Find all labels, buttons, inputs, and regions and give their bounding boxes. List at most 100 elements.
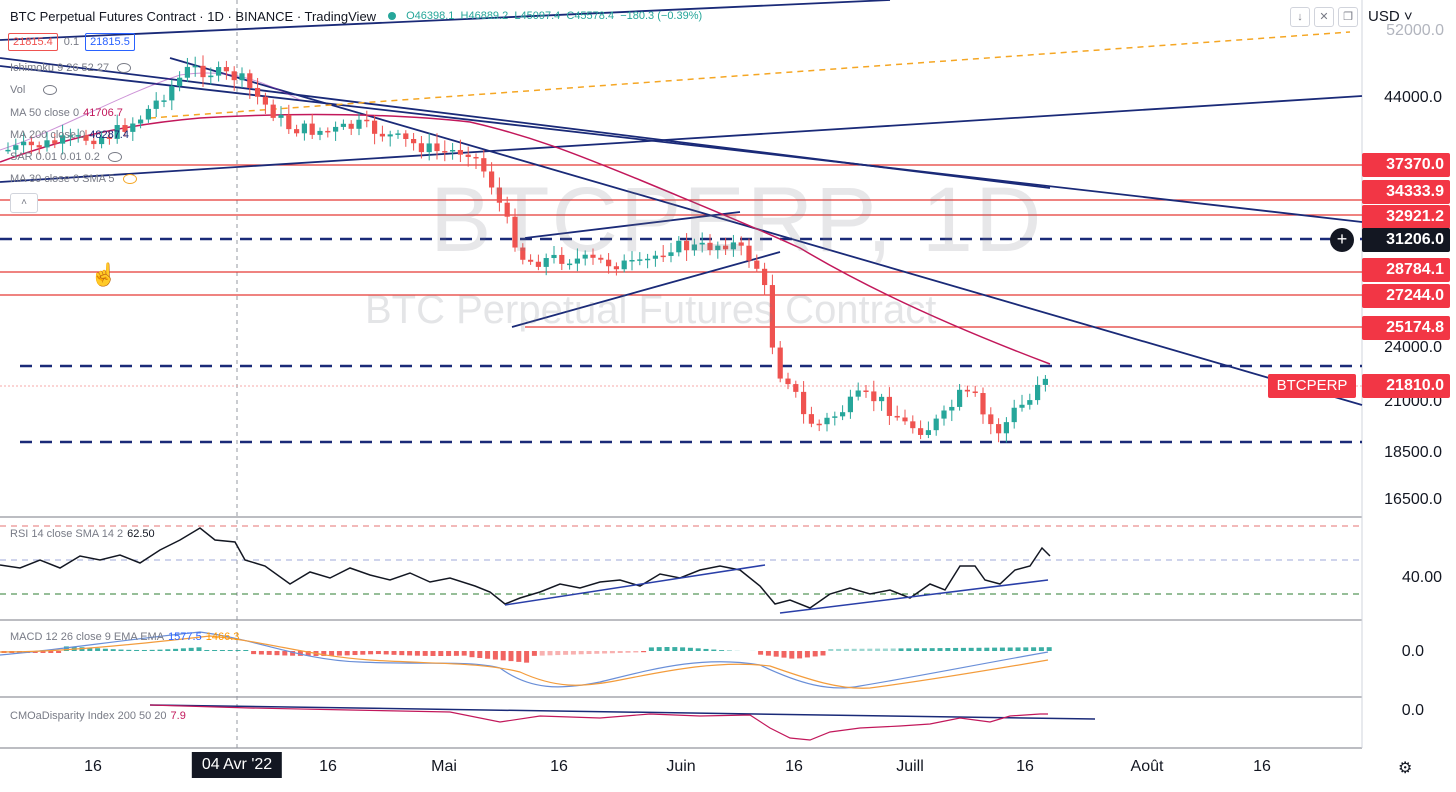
macd-histogram-bar — [953, 647, 959, 651]
indicator-sar[interactable]: SAR 0.01 0.01 0.2 — [10, 151, 122, 163]
macd-histogram-bar — [1015, 647, 1021, 651]
eye-hidden-icon[interactable] — [117, 63, 132, 73]
indicator-volume[interactable]: Vol — [10, 84, 58, 96]
price-tag: 34333.9 — [1362, 180, 1450, 204]
close-icon[interactable]: ✕ — [1314, 7, 1334, 27]
macd-histogram-bar — [469, 651, 475, 658]
time-axis-label: 16 — [785, 758, 803, 775]
candle-body — [832, 416, 838, 418]
candle-body — [996, 424, 1002, 434]
indicator-ma30-label: MA 30 close 0 SMA 5 — [10, 173, 115, 185]
macd-histogram-bar — [1046, 647, 1052, 651]
rsi-axis-label: 40.00 — [1401, 569, 1442, 586]
rsi-trend-1 — [504, 564, 766, 606]
indicator-ichimoku[interactable]: Ichimoku 9 26 52 27 — [10, 62, 132, 74]
rsi-label: RSI 14 close SMA 14 2 — [10, 528, 124, 540]
trendline-falling-2 — [0, 65, 1363, 223]
candle-body — [184, 66, 190, 78]
candle-body — [83, 135, 89, 141]
indicator-ma50[interactable]: MA 50 close 0 41706.7 — [10, 107, 123, 119]
eye-hidden-icon[interactable] — [122, 174, 137, 184]
macd-histogram-bar — [882, 648, 888, 651]
macd-histogram-bar — [984, 647, 990, 651]
spread-value: 0.1 — [63, 36, 80, 48]
macd-histogram-bar — [344, 651, 350, 656]
candle-body — [239, 73, 245, 81]
candle-body — [801, 391, 807, 415]
sell-price-button[interactable]: 21815.4 — [8, 33, 58, 51]
candle-body — [606, 259, 612, 267]
macd-histogram-bar — [1007, 647, 1013, 651]
symbol-title[interactable]: BTC Perpetual Futures Contract · 1D · BI… — [10, 8, 377, 24]
macd-histogram-bar — [149, 649, 155, 651]
macd-histogram-bar — [711, 649, 717, 651]
candle-body — [255, 87, 261, 97]
macd-histogram-bar — [531, 651, 537, 656]
candle-body — [512, 216, 518, 248]
candle-body — [879, 396, 885, 402]
eye-hidden-icon[interactable] — [43, 85, 58, 95]
indicator-ma200[interactable]: MA 200 close 0 48287.4 — [10, 129, 129, 141]
candle-body — [886, 396, 892, 416]
macd-histogram-bar — [438, 651, 444, 656]
macd-histogram-bar — [508, 651, 514, 662]
maximize-icon[interactable]: ❐ — [1338, 7, 1358, 27]
macd-histogram-bar — [165, 649, 171, 651]
settings-gear-icon[interactable]: ⚙ — [1398, 760, 1413, 777]
candle-body — [13, 145, 19, 150]
arrow-down-icon[interactable]: ↓ — [1290, 7, 1310, 27]
candle-body — [5, 149, 11, 152]
macd-histogram-bar — [188, 647, 194, 651]
candle-body — [793, 384, 799, 392]
time-axis-label: 16 — [1016, 758, 1034, 775]
macd-line — [0, 631, 1049, 689]
candle-body — [957, 389, 963, 407]
add-plus-icon[interactable]: + — [1330, 228, 1354, 252]
buy-price-button[interactable]: 21815.5 — [85, 33, 135, 51]
macd-histogram-bar — [492, 651, 498, 660]
macd-legend[interactable]: MACD 12 26 close 9 EMA EMA 1577.5 1466.3 — [10, 631, 239, 643]
cmo-legend[interactable]: CMOaDisparity Index 200 50 20 7.9 — [10, 710, 186, 722]
candle-body — [395, 133, 401, 135]
currency-label: USD — [1368, 8, 1400, 25]
cmo-value: 7.9 — [170, 710, 186, 722]
currency-selector[interactable]: USD ˅ — [1368, 8, 1413, 25]
candle-body — [44, 140, 50, 148]
macd-histogram-bar — [539, 651, 545, 656]
macd-histogram-bar — [414, 651, 420, 656]
collapse-legend-button[interactable]: ˄ — [10, 193, 38, 213]
price-tag: 25174.8 — [1362, 316, 1450, 340]
candle-body — [1042, 378, 1048, 385]
candle-body — [660, 255, 666, 258]
macd-histogram-bar — [609, 651, 615, 654]
macd-histogram-bar — [290, 651, 296, 656]
candle-body — [715, 245, 721, 251]
macd-value: 1577.5 — [168, 631, 202, 643]
candle-body — [645, 258, 651, 261]
rsi-legend[interactable]: RSI 14 close SMA 14 2 62.50 — [10, 528, 155, 540]
watermark-symbol: BTCPERP, 1D — [430, 169, 1044, 271]
ohlc-readout: O46398.1 H46889.2 L45097.4 C45578.4 −180… — [406, 10, 702, 22]
macd-histogram-bar — [968, 647, 974, 651]
macd-histogram-bar — [797, 651, 803, 659]
candle-body — [106, 136, 112, 139]
time-axis-label: Juill — [896, 758, 924, 775]
candle-body — [941, 410, 947, 419]
candle-body — [60, 135, 66, 144]
macd-histogram-bar — [851, 648, 857, 651]
macd-histogram-bar — [102, 648, 108, 651]
macd-histogram-bar — [820, 651, 826, 656]
candle-body — [980, 393, 986, 415]
market-status-icon — [388, 12, 397, 20]
candle-body — [364, 119, 370, 122]
price-tag-crosshair: 31206.0 — [1362, 228, 1450, 252]
macd-histogram-bar — [828, 648, 834, 651]
indicator-ma30[interactable]: MA 30 close 0 SMA 5 — [10, 173, 137, 185]
eye-hidden-icon[interactable] — [107, 152, 122, 162]
ohlc-close: C45578.4 — [566, 10, 615, 22]
candle-body — [270, 104, 276, 118]
macd-histogram-bar — [687, 647, 693, 651]
ohlc-low: L45097.4 — [514, 10, 561, 22]
macd-histogram-bar — [196, 647, 202, 651]
